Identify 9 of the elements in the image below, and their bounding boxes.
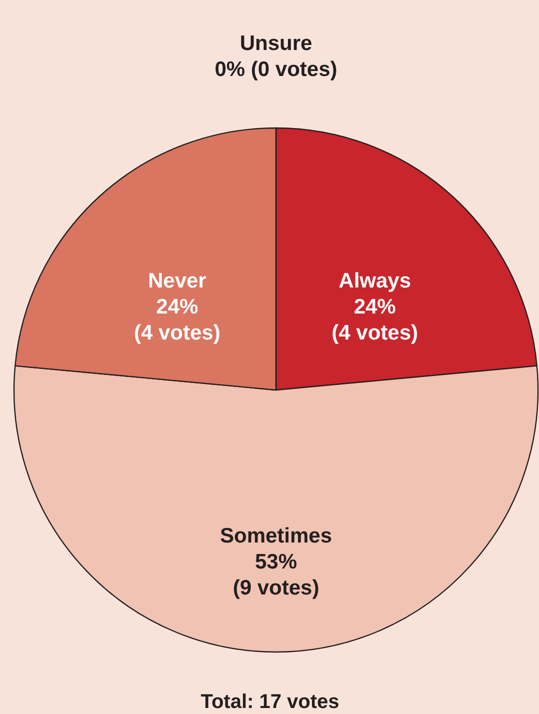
text: 0% (0 votes) <box>214 58 338 82</box>
slice-label: Sometimes <box>220 524 332 548</box>
category-label: Unsure <box>240 32 312 56</box>
slice-label: Always <box>338 270 412 293</box>
slice-label: Never <box>148 270 206 293</box>
data-label: 53% (9 votes) <box>232 550 320 600</box>
data-label: 24% (4 votes) <box>134 296 220 345</box>
data-label: 24% (4 votes) <box>332 296 418 345</box>
text: Total: 17 votes <box>200 691 340 713</box>
